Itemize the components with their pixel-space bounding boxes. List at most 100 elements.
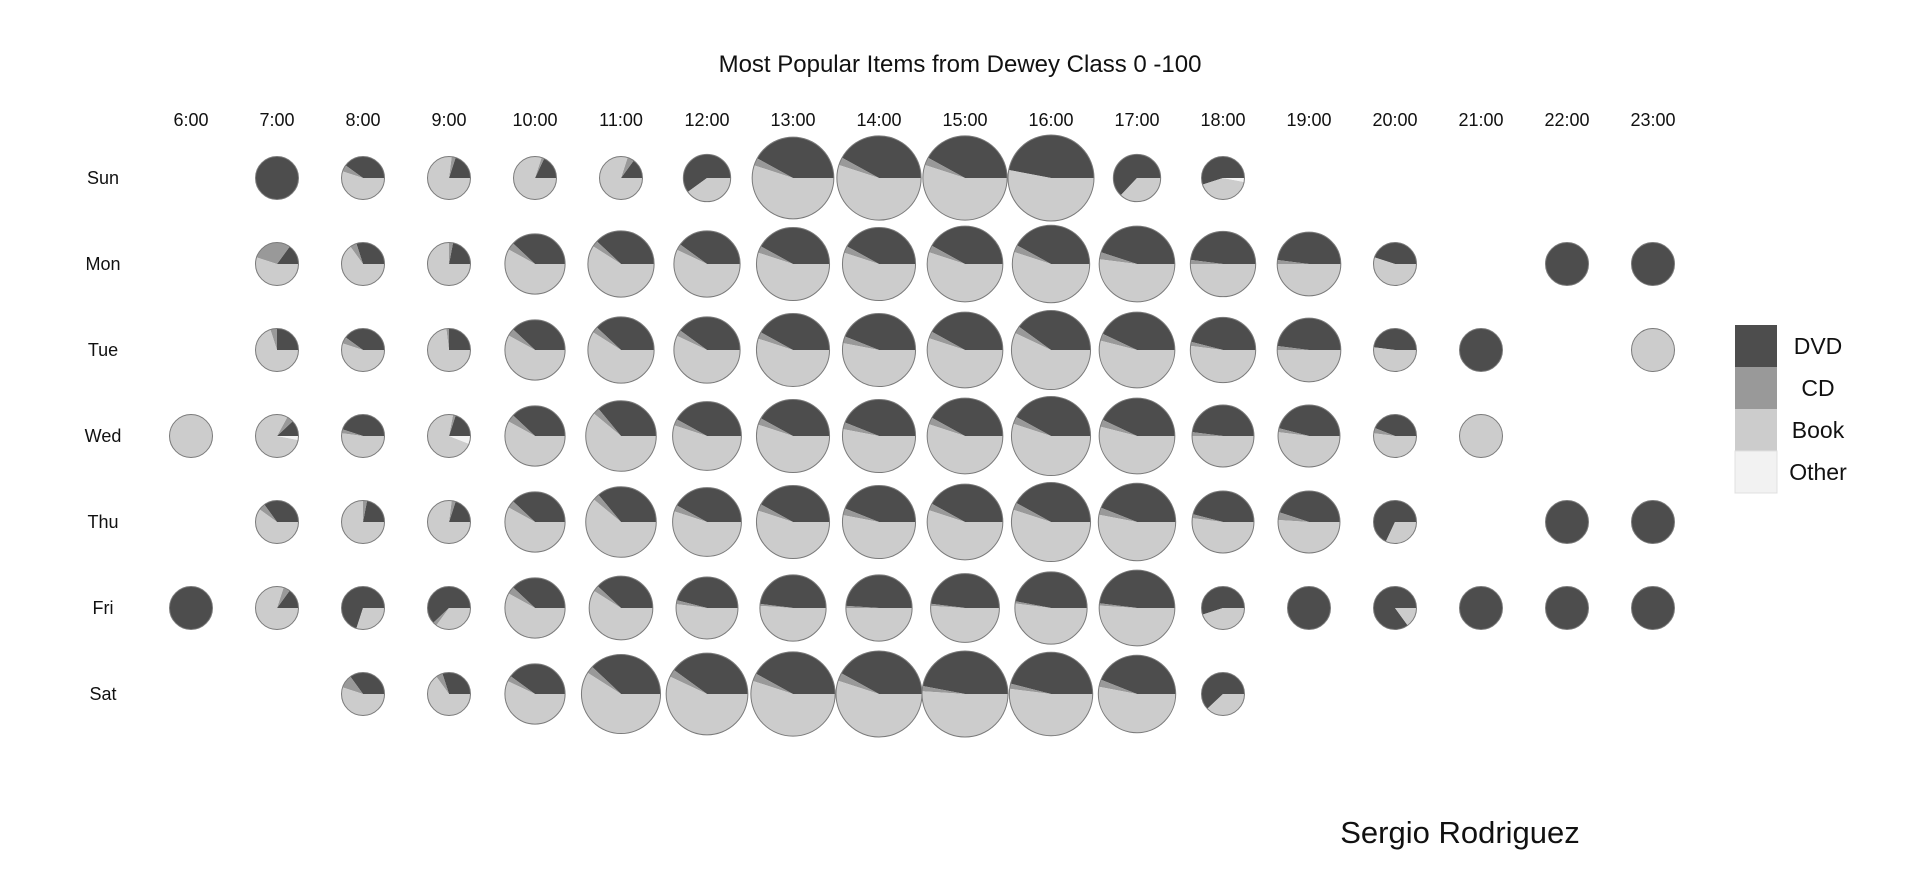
pie-slice-dvd (442, 672, 471, 694)
pie-outline (427, 414, 471, 458)
pie-outline (926, 397, 1004, 475)
pie-slice-book (1190, 345, 1256, 383)
legend-swatch-cd (1735, 367, 1777, 409)
pie-sun-1400 (836, 135, 922, 221)
pie-slice-book (687, 178, 731, 202)
pie-slice-book (756, 338, 830, 387)
pie-slice-dvd (1191, 317, 1256, 350)
hour-label: 20:00 (1372, 110, 1417, 130)
pie-slice-dvd (1287, 586, 1331, 630)
pie-mon-1300 (755, 226, 831, 302)
pie-slice-book (922, 164, 1008, 221)
pie-slice-dvd (535, 158, 557, 178)
pie-slice-dvd (757, 137, 834, 178)
hour-label: 16:00 (1028, 110, 1073, 130)
pie-slice-book (427, 242, 471, 286)
pie-wed-2000 (1373, 414, 1417, 458)
pie-outline (427, 500, 471, 544)
pie-outline (255, 500, 299, 544)
day-label: Fri (93, 598, 114, 618)
pie-slice-dvd (1277, 318, 1341, 350)
pie-outline (504, 491, 566, 553)
pie-outline (513, 156, 557, 200)
pie-wed-1000 (504, 405, 566, 467)
pie-outline (1277, 490, 1341, 554)
pie-fri-1500 (930, 573, 1000, 643)
pie-slice-dvd (255, 156, 299, 200)
pie-slice-dvd (846, 227, 916, 264)
pie-outline (1098, 225, 1176, 303)
pie-thu-1100 (585, 486, 657, 558)
pie-slice-dvd (1101, 226, 1175, 264)
pie-slice-cd (436, 673, 449, 694)
pie-slice-book (756, 510, 830, 559)
pie-tue-1700 (1098, 311, 1176, 389)
pie-slice-book (513, 156, 557, 200)
pie-slice-dvd (341, 586, 385, 629)
hour-label: 18:00 (1200, 110, 1245, 130)
pie-slice-book (666, 676, 748, 735)
pie-slice-cd (342, 676, 363, 694)
pie-slice-dvd (930, 573, 1000, 608)
pie-slice-book (581, 672, 661, 734)
pie-slice-dvd (677, 577, 738, 608)
pie-fri-2300 (1631, 586, 1675, 630)
pie-outline (1373, 414, 1417, 458)
pie-slice-cd (1277, 260, 1309, 264)
pie-outline (1098, 397, 1176, 475)
pie-outline (841, 312, 917, 388)
pie-fri-1300 (759, 574, 827, 642)
hour-label: 13:00 (770, 110, 815, 130)
pie-slice-dvd (1545, 500, 1589, 544)
pie-slice-book (427, 500, 471, 544)
pie-sat-1800 (1201, 672, 1245, 716)
pie-slice-book (1014, 603, 1088, 645)
pie-slice-dvd (931, 226, 1003, 264)
pie-tue-1200 (673, 316, 741, 384)
pie-outline (255, 242, 299, 286)
pie-mon-1800 (1189, 230, 1257, 298)
pie-outline (1373, 328, 1417, 372)
pie-slice-dvd (1375, 414, 1417, 436)
pie-fri-700 (255, 586, 299, 630)
pie-mon-1100 (587, 230, 655, 298)
pie-outline (755, 484, 831, 560)
pie-slice-book (1099, 259, 1175, 302)
pie-slice-dvd (342, 414, 385, 436)
pie-slice-book (1207, 694, 1245, 716)
pie-slice-dvd (513, 405, 566, 436)
pie-slice-dvd (1373, 500, 1417, 542)
pie-slice-book (676, 604, 738, 639)
pie-slice-dvd (1279, 491, 1340, 522)
pie-thu-900 (427, 500, 471, 544)
pie-slice-dvd (673, 653, 748, 694)
hour-label: 9:00 (431, 110, 466, 130)
pie-slice-dvd (760, 227, 830, 264)
pie-slice-other (1223, 178, 1245, 183)
hour-label: 11:00 (599, 110, 643, 130)
pie-tue-2300 (1631, 328, 1675, 372)
pie-slice-dvd (350, 672, 385, 694)
pie-slice-cd (929, 331, 965, 350)
pie-slice-cd (759, 603, 793, 608)
pie-slice-dvd (1373, 328, 1417, 350)
pie-slice-book (255, 586, 299, 630)
pie-mon-900 (427, 242, 471, 286)
pie-slice-book (341, 246, 385, 286)
pie-slice-dvd (842, 135, 922, 178)
pie-slice-other (277, 436, 299, 441)
pie-tue-1500 (926, 311, 1004, 389)
pie-slice-dvd (596, 316, 655, 350)
pie-slice-other (449, 436, 471, 444)
legend-label-dvd: DVD (1794, 333, 1843, 359)
pie-slice-cd (1373, 428, 1395, 436)
pie-outline (1276, 317, 1342, 383)
hour-label: 19:00 (1286, 110, 1331, 130)
pie-slice-dvd (1016, 396, 1091, 436)
pie-slice-dvd (592, 654, 661, 694)
pie-slice-dvd (1373, 586, 1417, 630)
pie-slice-dvd (264, 500, 299, 522)
pie-outline (841, 484, 917, 560)
pie-tue-1400 (841, 312, 917, 388)
